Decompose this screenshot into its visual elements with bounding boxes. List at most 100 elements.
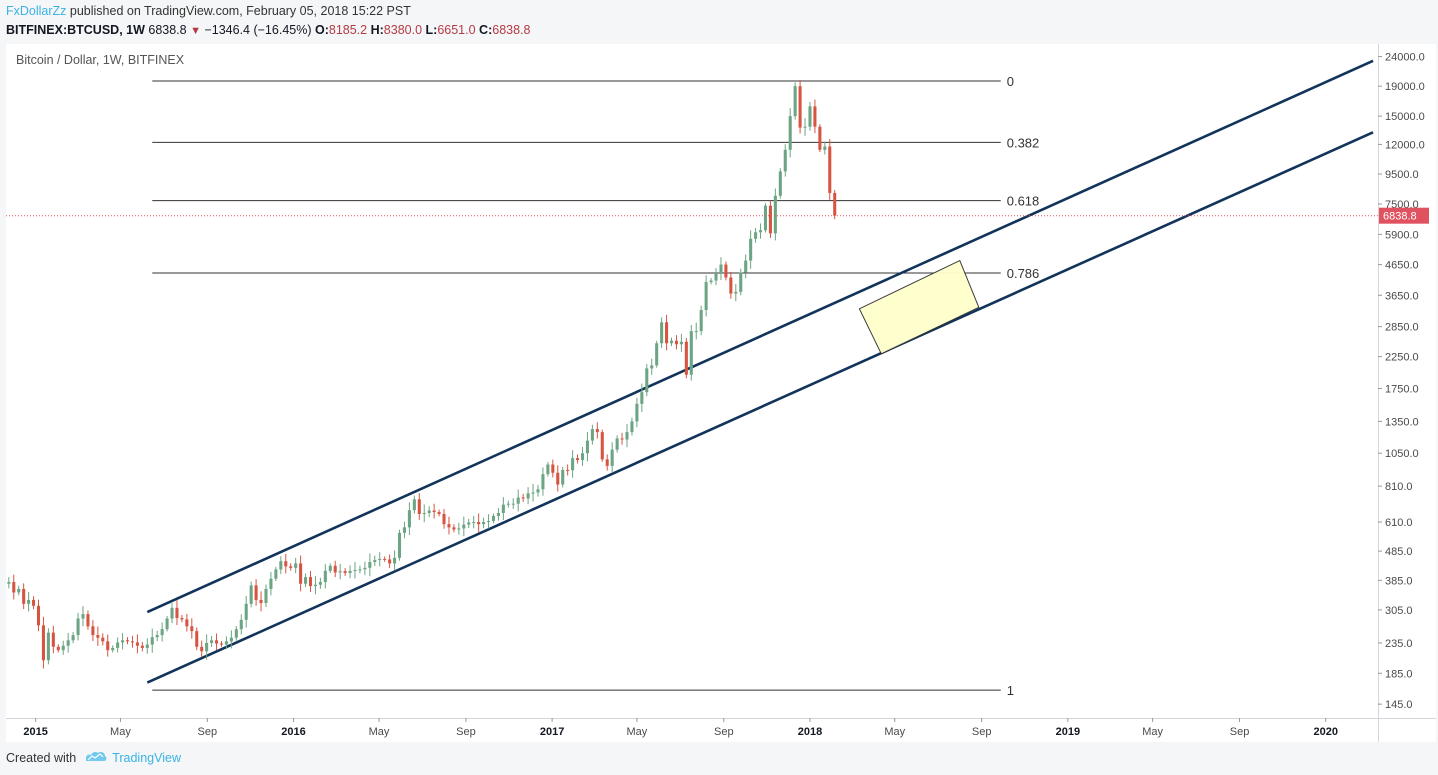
candle-body [353,569,357,571]
chart-title: Bitcoin / Dollar, 1W, BITFINEX [16,53,185,67]
candle-body [452,527,456,530]
candle-body [486,521,491,523]
tradingview-brand-link[interactable]: TradingView [112,751,181,765]
candle-body [150,637,154,645]
candle-body [313,584,317,587]
high-label: H: [370,23,384,37]
candle-body [219,643,224,645]
candle-body [516,497,520,504]
trend-channel[interactable] [146,59,1374,684]
y-tick-label: 15000.0 [1385,111,1425,123]
footer: Created with TradingView [6,749,181,767]
candle-body [91,626,95,636]
candle-body [36,605,41,626]
candle-body [17,588,21,593]
price-chart[interactable]: 0 0.382 0.618 0.786 1 145.0 185.0 235.0 305.0 38… [6,44,1436,742]
close-label: C: [479,23,493,37]
candle-body [605,459,609,466]
candle-body [61,645,65,651]
candle-body [56,646,60,651]
y-tick-label: 235.0 [1385,638,1413,650]
candle-body [580,453,585,461]
fibonacci-retracement[interactable]: 0 0.382 0.618 0.786 1 [152,74,1039,698]
x-tick-label: May [110,726,131,738]
candle-body [798,86,802,128]
candle-body [645,368,649,393]
open-label: O: [314,23,329,37]
y-tick-label: 305.0 [1385,605,1413,617]
chart-frame[interactable]: 0 0.382 0.618 0.786 1 145.0 185.0 235.0 305.0 38… [6,44,1436,742]
candle-body [343,571,347,574]
candle-body [833,192,837,216]
candle-body [86,614,90,627]
candle-body [368,562,372,568]
candle-body [749,238,753,261]
candle-body [447,524,451,528]
candle-body [482,522,486,525]
candle-body [66,640,70,646]
candle-body [249,585,253,604]
candle-body [576,458,580,461]
candle-body [363,567,367,570]
candle-body [496,513,500,516]
candle-body [378,558,382,561]
candle-body [180,618,184,620]
tradingview-logo-icon[interactable] [84,749,108,768]
candle-body [155,635,159,638]
fib-level-label: 0 [1007,74,1014,89]
candle-body [32,599,36,606]
candle-body [308,577,313,587]
candle-body [422,513,426,515]
y-tick-label: 2250.0 [1385,352,1419,364]
x-tick-label: 2020 [1313,726,1337,738]
candle-body [491,515,496,522]
candle-body [763,205,768,231]
candle-body [402,527,406,533]
candle-body [7,582,11,584]
candle-body [823,146,827,150]
candle-body [279,561,283,570]
y-tick-label: 9500.0 [1385,169,1419,181]
candle-body [640,392,644,404]
candle-body [566,469,570,471]
candle-body [234,629,238,638]
down-arrow-icon: ▼ [190,25,201,37]
candle-body [46,632,50,661]
symbol-legend: BITFINEX:BTCUSD, 1W 6838.8 ▼ −1346.4 (−1… [6,22,530,38]
candle-body [531,492,535,494]
candle-body [393,557,397,564]
last-price: 6838.8 [148,23,187,37]
x-tick-label: 2016 [281,726,305,738]
candle-body [511,503,515,505]
time-axis[interactable]: 2015 May Sep 2016 May Sep 2017 May Sep 2018 May Sep… [23,718,1338,738]
candle-body [427,510,431,514]
y-tick-label: 5900.0 [1385,229,1419,241]
y-tick-label: 1050.0 [1385,448,1419,460]
candle-body [521,497,525,499]
target-box [858,259,980,355]
y-tick-label: 185.0 [1385,668,1413,680]
candle-body [135,642,139,646]
candle-body [714,273,718,281]
candle-body [333,565,337,573]
author-link[interactable]: FxDollarZz [6,4,67,18]
price-axis[interactable]: 145.0 185.0 235.0 305.0 385.0 485.0 610.0 810.0… [1378,52,1429,712]
x-tick-label: Sep [972,726,992,738]
candle-body [111,647,115,651]
x-tick-label: 2017 [540,726,564,738]
candle-body [215,640,219,644]
x-tick-label: Sep [456,726,476,738]
candle-body [660,322,664,344]
candle-body [224,641,228,645]
candle-body [462,524,466,529]
candle-body [729,277,733,294]
last-price-tag-label: 6838.8 [1383,211,1417,223]
candle-body [615,438,619,450]
candle-body [125,640,130,642]
candle-body [788,116,792,150]
x-tick-label: May [369,726,390,738]
candle-body [229,637,233,642]
x-tick-label: Sep [714,726,734,738]
target-zone[interactable] [858,259,980,355]
candle-body [284,561,288,567]
